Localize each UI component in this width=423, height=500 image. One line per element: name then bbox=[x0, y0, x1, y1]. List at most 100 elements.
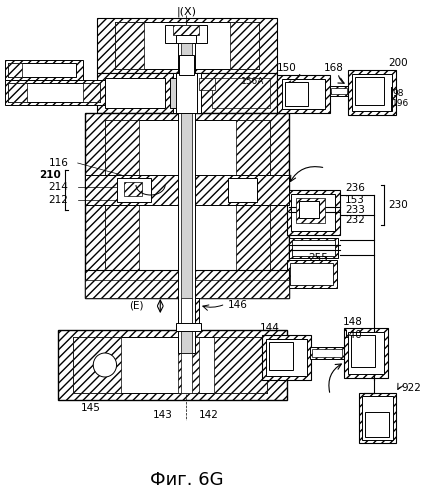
Bar bbox=[352, 74, 393, 111]
Bar bbox=[8, 83, 27, 102]
Bar bbox=[292, 240, 335, 256]
Bar bbox=[289, 238, 338, 258]
Text: 98: 98 bbox=[393, 88, 404, 98]
Bar bbox=[181, 43, 192, 48]
Text: 210: 210 bbox=[39, 170, 60, 180]
Bar bbox=[85, 113, 289, 298]
Bar bbox=[73, 337, 121, 393]
Bar bbox=[82, 83, 100, 102]
Bar bbox=[312, 349, 342, 357]
Bar bbox=[360, 393, 396, 443]
Text: 922: 922 bbox=[401, 383, 421, 393]
Text: 196: 196 bbox=[393, 98, 409, 108]
Bar bbox=[165, 25, 207, 43]
Bar bbox=[266, 339, 307, 376]
Text: |(X): |(X) bbox=[176, 6, 197, 17]
Bar bbox=[199, 78, 214, 90]
Bar bbox=[176, 35, 196, 43]
Bar bbox=[269, 342, 293, 370]
Bar bbox=[124, 182, 142, 196]
Bar bbox=[117, 178, 151, 202]
Bar bbox=[330, 86, 348, 96]
Bar bbox=[282, 79, 325, 109]
Bar bbox=[277, 75, 330, 113]
Bar bbox=[181, 43, 192, 353]
Bar bbox=[176, 73, 197, 113]
Bar bbox=[97, 73, 277, 113]
Bar bbox=[105, 78, 165, 108]
Text: 214: 214 bbox=[49, 182, 69, 192]
Text: 150: 150 bbox=[277, 63, 297, 73]
Bar bbox=[181, 337, 192, 393]
Bar bbox=[331, 88, 347, 94]
Bar bbox=[286, 260, 337, 288]
Bar bbox=[348, 332, 384, 374]
Bar bbox=[170, 78, 181, 108]
Text: 168: 168 bbox=[324, 63, 344, 73]
Bar bbox=[8, 63, 76, 77]
Bar bbox=[262, 335, 311, 380]
Bar bbox=[286, 88, 325, 100]
Bar bbox=[105, 120, 270, 290]
Bar bbox=[5, 60, 82, 80]
Bar bbox=[115, 22, 259, 69]
Text: (E): (E) bbox=[129, 300, 143, 310]
Text: 212: 212 bbox=[49, 195, 69, 205]
Text: 145: 145 bbox=[80, 403, 100, 413]
Bar bbox=[288, 90, 324, 98]
Bar bbox=[286, 190, 340, 235]
Bar bbox=[58, 330, 286, 400]
Text: 140: 140 bbox=[343, 330, 363, 340]
Bar bbox=[230, 22, 259, 69]
Bar bbox=[173, 25, 199, 35]
Bar bbox=[73, 337, 267, 393]
Bar bbox=[291, 194, 335, 231]
Text: 142: 142 bbox=[199, 410, 219, 420]
Bar bbox=[354, 77, 384, 105]
Bar bbox=[178, 298, 199, 328]
Bar bbox=[8, 83, 100, 102]
Text: 143: 143 bbox=[153, 410, 173, 420]
Bar bbox=[363, 396, 393, 440]
Bar bbox=[105, 120, 139, 290]
Bar bbox=[179, 55, 194, 75]
Text: Фиг. 6G: Фиг. 6G bbox=[150, 471, 223, 489]
Text: 156A: 156A bbox=[241, 78, 264, 86]
Bar bbox=[365, 412, 389, 437]
Bar bbox=[97, 18, 277, 73]
Bar bbox=[8, 63, 22, 77]
Bar bbox=[310, 347, 344, 359]
Bar bbox=[296, 198, 325, 223]
Text: 236: 236 bbox=[345, 183, 365, 193]
Bar bbox=[5, 80, 105, 105]
Bar bbox=[344, 328, 387, 378]
Bar bbox=[176, 323, 201, 331]
Text: 144: 144 bbox=[260, 323, 280, 333]
Text: 116: 116 bbox=[49, 158, 69, 168]
Circle shape bbox=[93, 353, 117, 377]
Bar bbox=[85, 175, 289, 205]
Bar bbox=[291, 263, 333, 285]
Text: 148: 148 bbox=[343, 317, 363, 327]
Bar bbox=[285, 82, 308, 106]
Text: 232: 232 bbox=[345, 215, 365, 225]
Bar bbox=[178, 337, 199, 393]
Bar bbox=[85, 270, 289, 298]
Bar bbox=[178, 43, 195, 353]
Text: 153: 153 bbox=[345, 195, 365, 205]
Bar bbox=[181, 298, 192, 328]
Text: 233: 233 bbox=[345, 205, 365, 215]
Text: 146: 146 bbox=[228, 300, 248, 310]
Bar bbox=[351, 335, 375, 367]
Bar bbox=[115, 22, 144, 69]
Bar bbox=[212, 78, 270, 108]
Bar bbox=[85, 280, 289, 298]
Bar bbox=[299, 201, 319, 218]
Bar bbox=[214, 337, 267, 393]
Text: 200: 200 bbox=[388, 58, 408, 68]
Bar bbox=[173, 73, 201, 113]
Text: 230: 230 bbox=[389, 200, 408, 210]
Bar bbox=[348, 70, 396, 115]
Bar bbox=[228, 178, 258, 202]
Bar bbox=[236, 120, 270, 290]
